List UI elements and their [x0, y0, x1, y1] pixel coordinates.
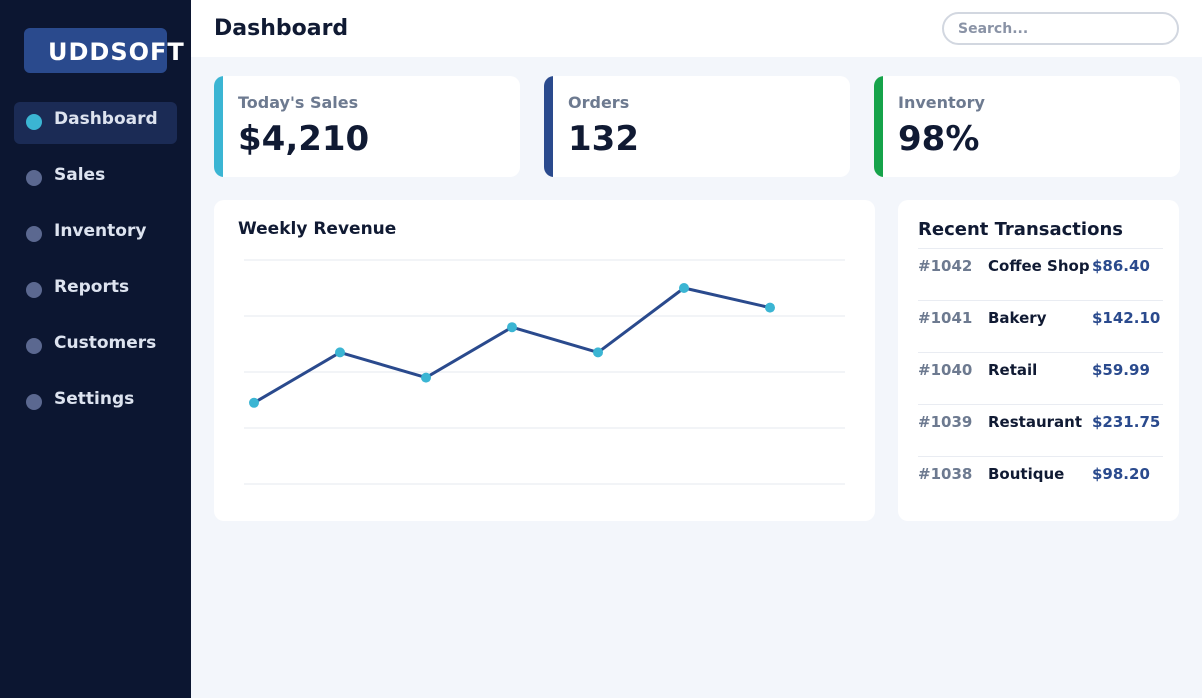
table-row[interactable]: #1040 Retail $59.99	[918, 352, 1163, 404]
sidebar-item-label: Reports	[54, 277, 130, 297]
table-row[interactable]: #1041 Bakery $142.10	[918, 300, 1163, 352]
search-input[interactable]	[942, 12, 1179, 45]
data-point[interactable]	[249, 397, 259, 408]
kpi-accent-bar	[214, 76, 223, 177]
sidebar-nav: Dashboard Sales Inventory Reports Custom…	[14, 102, 177, 438]
transaction-amount: $142.10	[1092, 309, 1161, 327]
kpi-accent-bar	[874, 76, 883, 177]
recent-transactions-card: Recent Transactions #1042 Coffee Shop $8…	[898, 200, 1179, 521]
data-point[interactable]	[335, 347, 345, 358]
transaction-name: Restaurant	[988, 413, 1082, 431]
dot-icon	[26, 114, 42, 130]
transaction-amount: $98.20	[1092, 465, 1150, 483]
kpi-value: 132	[568, 119, 639, 159]
kpi-card-inventory: Inventory 98%	[874, 76, 1180, 177]
transaction-id: #1038	[918, 465, 973, 483]
page-title: Dashboard	[214, 16, 349, 41]
weekly-revenue-card: Weekly Revenue	[214, 200, 875, 521]
data-point[interactable]	[679, 283, 689, 293]
sidebar: UDDSOFT Dashboard Sales Inventory Report…	[0, 0, 191, 698]
transactions-title: Recent Transactions	[918, 219, 1123, 240]
table-row[interactable]: #1038 Boutique $98.20	[918, 456, 1163, 508]
transactions-list: #1042 Coffee Shop $86.40 #1041 Bakery $1…	[918, 248, 1163, 508]
kpi-label: Inventory	[898, 93, 985, 112]
dot-icon	[26, 394, 42, 410]
kpi-accent-bar	[544, 76, 553, 177]
dot-icon	[26, 226, 42, 242]
table-row[interactable]: #1039 Restaurant $231.75	[918, 404, 1163, 456]
transaction-name: Coffee Shop	[988, 257, 1090, 275]
top-bar: Dashboard	[191, 0, 1202, 57]
kpi-label: Today's Sales	[238, 93, 359, 112]
sidebar-item-dashboard[interactable]: Dashboard	[14, 102, 177, 144]
transaction-id: #1042	[918, 257, 973, 275]
brand-name: UDDSOFT	[48, 38, 185, 66]
data-point[interactable]	[593, 347, 603, 358]
sidebar-item-reports[interactable]: Reports	[14, 270, 177, 312]
sidebar-item-label: Dashboard	[54, 109, 158, 129]
data-point[interactable]	[421, 372, 431, 383]
sidebar-item-customers[interactable]: Customers	[14, 326, 177, 368]
dot-icon	[26, 282, 42, 298]
weekly-revenue-chart	[244, 259, 845, 485]
kpi-label: Orders	[568, 93, 630, 112]
data-point[interactable]	[507, 322, 517, 333]
dot-icon	[26, 170, 42, 186]
transaction-id: #1039	[918, 413, 973, 431]
dot-icon	[26, 338, 42, 354]
data-point[interactable]	[765, 302, 775, 313]
transaction-amount: $231.75	[1092, 413, 1161, 431]
transaction-id: #1041	[918, 309, 973, 327]
table-row[interactable]: #1042 Coffee Shop $86.40	[918, 248, 1163, 300]
transaction-name: Retail	[988, 361, 1038, 379]
brand-logo[interactable]: UDDSOFT	[24, 28, 184, 73]
sidebar-item-label: Inventory	[54, 221, 147, 241]
kpi-value: $4,210	[238, 119, 370, 159]
sidebar-item-sales[interactable]: Sales	[14, 158, 177, 200]
kpi-card-todays-sales: Today's Sales $4,210	[214, 76, 520, 177]
transaction-amount: $86.40	[1092, 257, 1150, 275]
transaction-name: Bakery	[988, 309, 1047, 327]
kpi-value: 98%	[898, 119, 980, 159]
transaction-name: Boutique	[988, 465, 1065, 483]
transaction-id: #1040	[918, 361, 973, 379]
series-line	[253, 286, 771, 405]
sidebar-item-settings[interactable]: Settings	[14, 382, 177, 424]
sidebar-item-label: Sales	[54, 165, 106, 185]
sidebar-item-label: Customers	[54, 333, 157, 353]
sidebar-item-inventory[interactable]: Inventory	[14, 214, 177, 256]
transaction-amount: $59.99	[1092, 361, 1150, 379]
sidebar-item-label: Settings	[54, 389, 135, 409]
kpi-card-orders: Orders 132	[544, 76, 850, 177]
chart-title: Weekly Revenue	[238, 219, 397, 239]
